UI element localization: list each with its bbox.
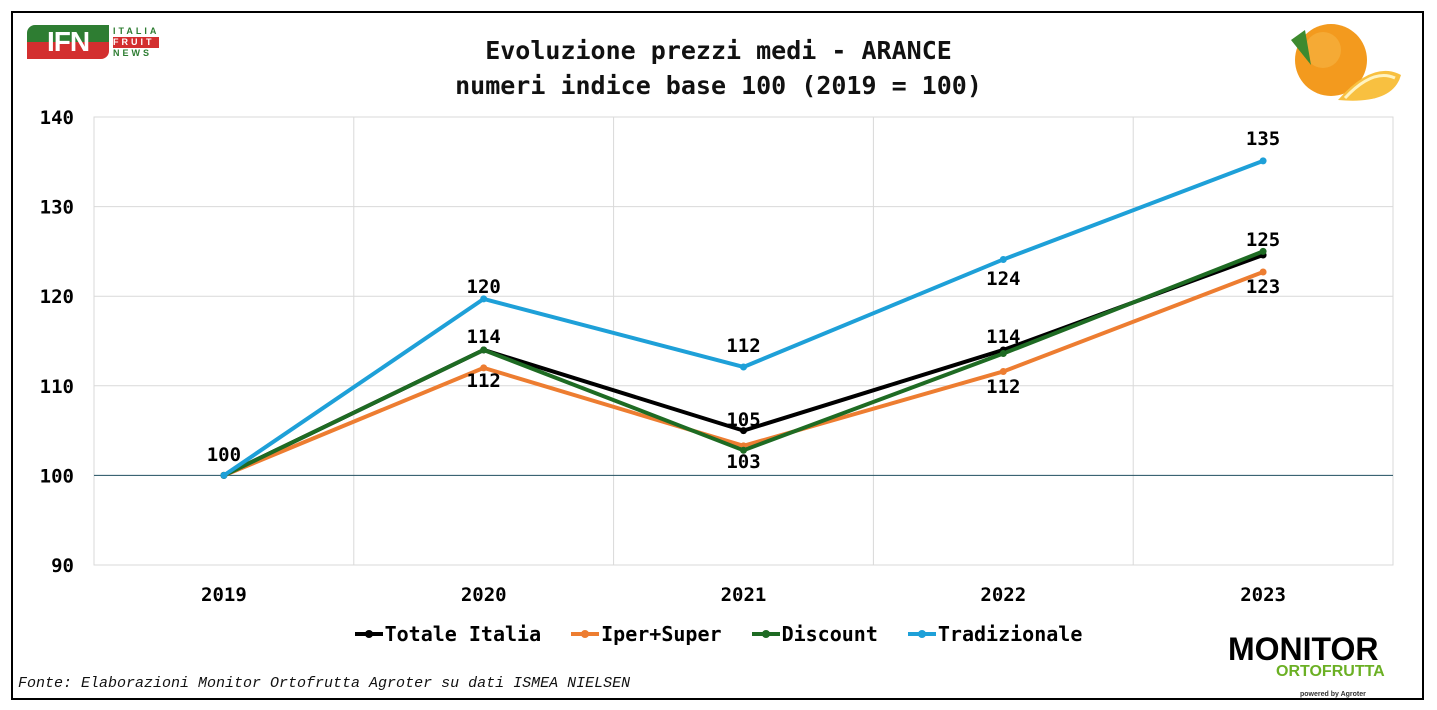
chart-title: Evoluzione prezzi medi - ARANCE xyxy=(485,36,952,65)
series-line xyxy=(223,249,1264,478)
data-label: 135 xyxy=(1246,128,1280,150)
data-point xyxy=(480,295,488,303)
legend-item: Totale Italia xyxy=(354,622,542,646)
legend-swatch xyxy=(907,630,936,638)
source-note: Fonte: Elaborazioni Monitor Ortofrutta A… xyxy=(18,675,631,692)
legend-item: Iper+Super xyxy=(571,622,722,646)
data-point xyxy=(480,346,488,354)
data-label: 123 xyxy=(1246,276,1280,298)
series-tradizionale xyxy=(220,157,1267,479)
data-label: 114 xyxy=(467,326,501,348)
monitor-logo-line: powered by Agroter xyxy=(1300,691,1366,698)
data-point xyxy=(1259,157,1267,165)
legend: Totale Italia Iper+Super Discount Tradizion… xyxy=(0,622,1437,646)
ifn-logo-line: NEWS xyxy=(113,47,152,58)
y-tick-label: 120 xyxy=(40,286,74,308)
x-tick-label: 2020 xyxy=(461,584,507,606)
legend-swatch xyxy=(354,630,383,638)
legend-swatch xyxy=(571,630,600,638)
data-label: 105 xyxy=(726,409,760,431)
chart-subtitle: numeri indice base 100 (2019 = 100) xyxy=(455,71,982,100)
legend-item: Tradizionale xyxy=(907,622,1083,646)
data-point xyxy=(740,427,747,435)
ifn-logo-line: FRUIT xyxy=(113,36,160,48)
data-point xyxy=(740,363,747,371)
ifn-logo-line: ITALIA xyxy=(113,25,160,36)
data-label: 112 xyxy=(726,335,760,357)
ifn-logo-mark: IFN xyxy=(27,25,109,59)
x-tick-label: 2019 xyxy=(201,584,247,606)
data-point xyxy=(999,255,1007,263)
data-point xyxy=(1259,247,1267,255)
data-point xyxy=(999,367,1007,375)
data-point xyxy=(480,364,488,372)
monitor-logo-line: ORTOFRUTTA xyxy=(1276,663,1385,680)
x-tick-label: 2023 xyxy=(1240,584,1286,606)
data-label: 112 xyxy=(467,370,501,392)
x-tick-label: 2022 xyxy=(980,584,1026,606)
data-label: 125 xyxy=(1246,229,1280,251)
data-label: 120 xyxy=(467,276,501,298)
data-label: 100 xyxy=(207,444,241,466)
data-point xyxy=(999,350,1007,358)
x-tick-label: 2021 xyxy=(721,584,767,606)
y-tick-label: 140 xyxy=(40,107,74,129)
chart-frame xyxy=(11,11,1424,700)
legend-label: Totale Italia xyxy=(384,622,542,646)
orange-icon xyxy=(1291,24,1401,101)
series-discount xyxy=(220,247,1267,479)
legend-label: Tradizionale xyxy=(937,622,1083,646)
data-label: 114 xyxy=(986,326,1020,348)
data-point xyxy=(220,471,228,479)
legend-label: Iper+Super xyxy=(601,622,722,646)
data-label: 124 xyxy=(986,268,1020,290)
ifn-logo: IFN ITALIA FRUIT NEWS xyxy=(27,25,160,59)
legend-label: Discount xyxy=(781,622,878,646)
data-label: 103 xyxy=(726,451,760,473)
data-label: 112 xyxy=(986,376,1020,398)
monitor-logo-line: MONITOR xyxy=(1228,631,1379,667)
y-tick-label: 90 xyxy=(51,555,74,577)
data-point xyxy=(740,446,747,454)
y-tick-label: 110 xyxy=(40,376,74,398)
y-tick-label: 130 xyxy=(40,197,74,219)
monitor-ortofrutta-logo: MONITOR ORTOFRUTTA powered by Agroter xyxy=(1228,631,1385,710)
data-point xyxy=(1259,268,1267,276)
legend-item: Discount xyxy=(751,622,878,646)
legend-swatch xyxy=(751,630,780,638)
y-tick-label: 100 xyxy=(40,465,74,487)
